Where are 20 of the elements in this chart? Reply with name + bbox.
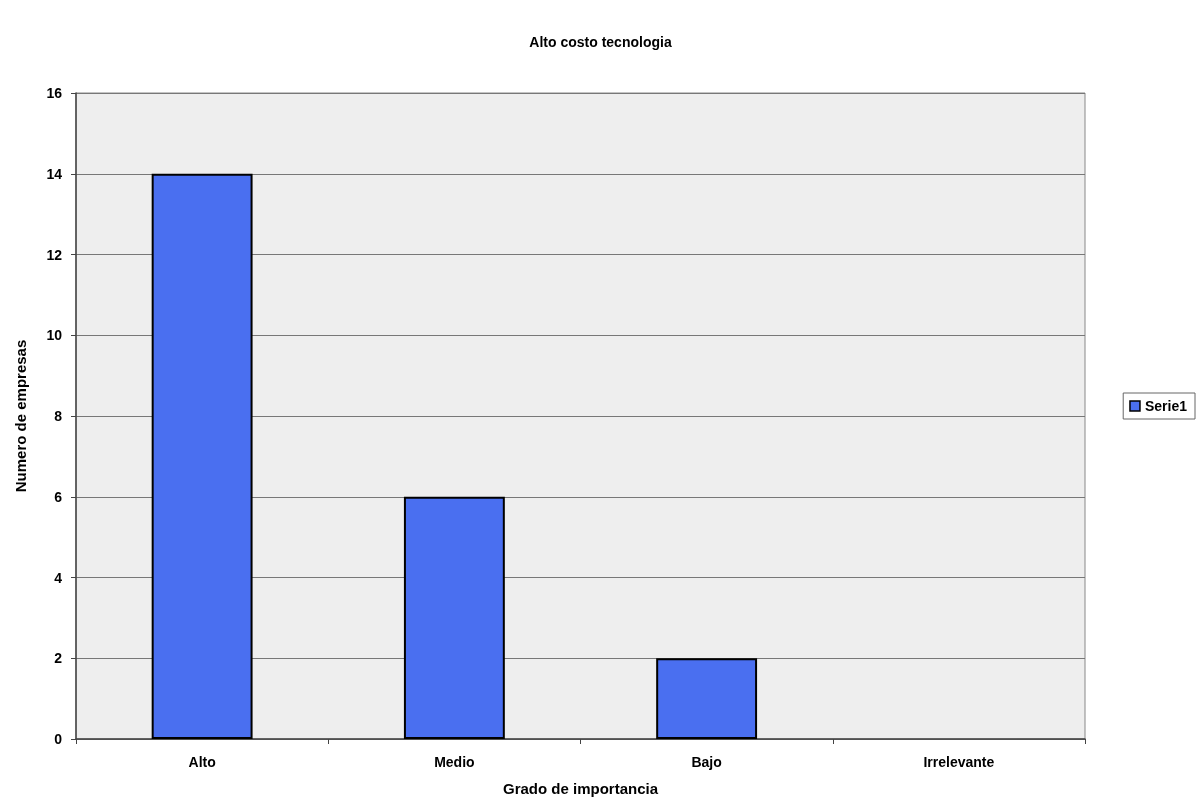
x-tick-label: Medio — [434, 754, 475, 770]
y-axis-title: Numero de empresas — [12, 339, 29, 493]
chart-title: Alto costo tecnologia — [529, 34, 672, 50]
legend-label: Serie1 — [1144, 398, 1188, 414]
y-tick-label: 14 — [46, 165, 63, 182]
y-tick-label: 6 — [54, 488, 63, 505]
y-tick-label: 12 — [46, 246, 63, 263]
y-tick-label: 8 — [54, 408, 63, 424]
bar — [151, 173, 253, 739]
bar — [403, 496, 505, 739]
y-tick-label: 16 — [46, 85, 63, 101]
y-tick-label: 2 — [54, 650, 63, 667]
x-axis-title: Grado de importancia — [502, 780, 659, 797]
x-tick-label: Alto — [188, 754, 216, 770]
bar — [656, 658, 758, 739]
x-tick-label: Irrelevante — [923, 754, 995, 770]
y-tick-label: 0 — [54, 731, 63, 747]
x-tick-label: Bajo — [691, 754, 722, 770]
y-tick-label: 10 — [46, 327, 63, 344]
y-tick-label: 4 — [54, 569, 63, 586]
